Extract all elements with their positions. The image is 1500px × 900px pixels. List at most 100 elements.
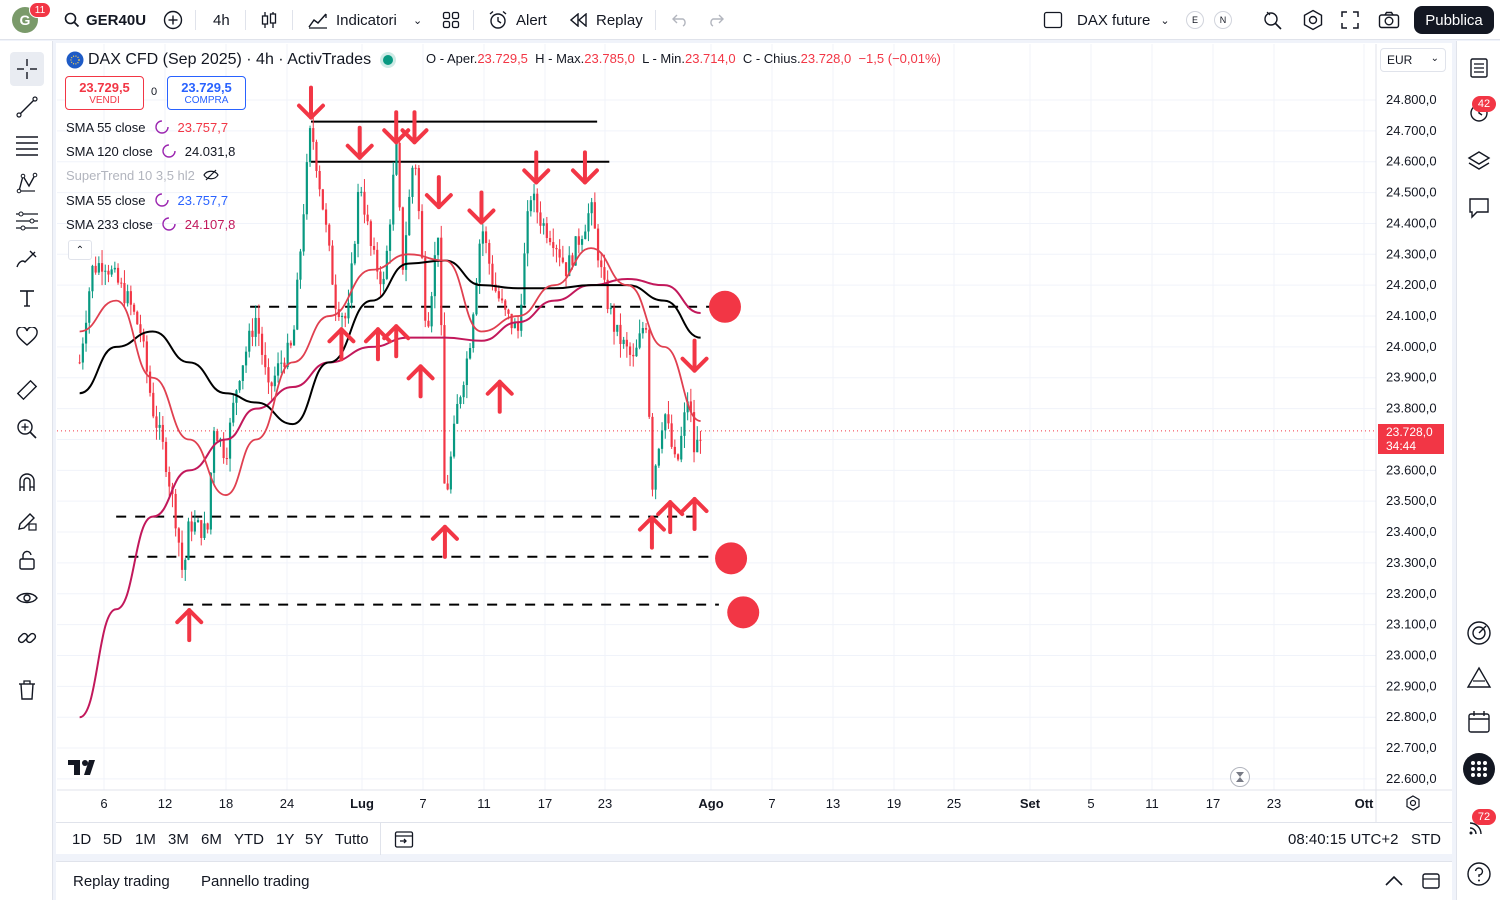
candle-body bbox=[686, 401, 689, 413]
tab-trading-panel[interactable]: Pannello trading bbox=[201, 873, 310, 890]
chats-button[interactable] bbox=[1462, 191, 1496, 225]
fullscreen-button[interactable] bbox=[1341, 0, 1359, 40]
compare-symbol-button[interactable] bbox=[163, 0, 183, 40]
fib-tool[interactable] bbox=[10, 128, 44, 162]
prediction-tool[interactable] bbox=[10, 204, 44, 238]
candle-body bbox=[94, 265, 97, 273]
range-1y[interactable]: 1Y bbox=[276, 831, 295, 848]
layouts-button[interactable] bbox=[442, 0, 460, 40]
indicators-button[interactable]: Indicatori bbox=[308, 0, 397, 40]
crosshair-tool[interactable] bbox=[10, 52, 44, 86]
brush-tool[interactable] bbox=[10, 242, 44, 276]
arrow-head bbox=[637, 515, 666, 532]
candle-body bbox=[196, 520, 200, 523]
calendar-icon bbox=[1468, 711, 1490, 733]
pine-editor-button[interactable] bbox=[1462, 616, 1496, 650]
redo-button[interactable] bbox=[708, 0, 726, 40]
layout-selector[interactable]: DAX future ⌄ bbox=[1043, 0, 1170, 40]
axis-settings-button[interactable] bbox=[1405, 795, 1421, 816]
tradingview-logo[interactable] bbox=[68, 758, 100, 782]
text-tool[interactable] bbox=[10, 281, 44, 315]
indicator-legend-row[interactable]: SMA 120 close 24.031,8 bbox=[66, 141, 235, 161]
indicator-legend-row[interactable]: SuperTrend 10 3,5 hl2 bbox=[66, 165, 227, 185]
high-label: H - Max. bbox=[535, 51, 585, 66]
maximize-panel-button[interactable] bbox=[1421, 871, 1441, 896]
trendline-tool[interactable] bbox=[10, 90, 44, 124]
currency-label: EUR bbox=[1387, 53, 1413, 67]
sell-button[interactable]: 23.729,5 VENDI bbox=[65, 76, 144, 110]
range-all[interactable]: Tutto bbox=[335, 831, 369, 848]
symbol-label: GER40U bbox=[86, 11, 147, 29]
publish-button[interactable]: Pubblica bbox=[1414, 6, 1494, 34]
range-ytd[interactable]: YTD bbox=[234, 831, 264, 848]
window-icon bbox=[1422, 873, 1440, 889]
indicator-name: SMA 55 close bbox=[66, 192, 146, 208]
favorites-tool[interactable] bbox=[10, 320, 44, 354]
goto-date-button[interactable] bbox=[394, 829, 414, 854]
range-5d[interactable]: 5D bbox=[103, 831, 123, 848]
candle-body bbox=[609, 307, 612, 310]
layout-pill-n[interactable]: N bbox=[1214, 11, 1232, 29]
indicator-legend-row[interactable]: SMA 233 close 24.107,8 bbox=[66, 214, 235, 234]
range-6m[interactable]: 6M bbox=[201, 831, 222, 848]
calendar-goto-icon bbox=[394, 831, 414, 848]
interval-button[interactable]: 4h bbox=[213, 0, 230, 40]
collapse-legend-button[interactable]: ⌃ bbox=[68, 240, 92, 260]
expand-panel-button[interactable] bbox=[1384, 872, 1404, 895]
measure-tool[interactable] bbox=[10, 373, 44, 407]
zoom-tool[interactable] bbox=[10, 412, 44, 446]
help-button[interactable] bbox=[1462, 857, 1496, 891]
symbol-search-button[interactable]: GER40U bbox=[64, 0, 146, 40]
lock-drawings-tool[interactable] bbox=[10, 543, 44, 577]
chart-type-button[interactable] bbox=[260, 0, 278, 40]
magnet-tool[interactable] bbox=[10, 465, 44, 499]
candle-body bbox=[408, 196, 411, 236]
candle-body bbox=[225, 458, 228, 460]
apps-button[interactable] bbox=[1462, 752, 1496, 786]
object-tree-button[interactable] bbox=[1462, 144, 1496, 178]
hide-drawings-tool[interactable] bbox=[10, 582, 44, 616]
replay-button[interactable]: Replay bbox=[570, 0, 643, 40]
quick-search-button[interactable] bbox=[1263, 0, 1283, 40]
candle-body bbox=[292, 329, 296, 346]
delete-drawings-tool[interactable] bbox=[10, 673, 44, 707]
candle-body bbox=[142, 333, 145, 342]
time-axis-label: Lug bbox=[350, 796, 374, 811]
stay-in-drawing-tool[interactable] bbox=[10, 504, 44, 538]
range-5y[interactable]: 5Y bbox=[305, 831, 324, 848]
currency-selector[interactable]: EUR ⌄ bbox=[1380, 48, 1446, 72]
notifications-button[interactable] bbox=[1462, 808, 1496, 842]
undo-icon bbox=[672, 14, 686, 27]
time-axis-label: 11 bbox=[1145, 796, 1159, 811]
watchlist-button[interactable] bbox=[1462, 51, 1496, 85]
settings-button[interactable] bbox=[1302, 0, 1324, 40]
ideas-button[interactable] bbox=[1462, 661, 1496, 695]
resistance-arrow-marker bbox=[570, 150, 599, 185]
candle-body bbox=[283, 362, 286, 368]
chart-legend-title[interactable]: DAX CFD (Sep 2025) · 4h · ActivTrades bbox=[66, 50, 394, 70]
buy-button[interactable]: 23.729,5 COMPRA bbox=[167, 76, 246, 110]
sync-drawings-tool[interactable] bbox=[10, 621, 44, 655]
avatar-letter: G bbox=[19, 12, 31, 28]
resistance-arrow-marker bbox=[296, 85, 325, 120]
timezone-button[interactable] bbox=[1230, 767, 1250, 787]
session-type[interactable]: STD bbox=[1411, 831, 1441, 848]
snapshot-button[interactable] bbox=[1378, 0, 1400, 40]
indicator-legend-row[interactable]: SMA 55 close 23.757,7 bbox=[66, 117, 228, 137]
clock-timezone[interactable]: 08:40:15 UTC+2 bbox=[1288, 831, 1399, 848]
calendar-button[interactable] bbox=[1462, 705, 1496, 739]
tab-replay-trading[interactable]: Replay trading bbox=[73, 873, 170, 890]
range-3m[interactable]: 3M bbox=[168, 831, 189, 848]
layout-pill-e[interactable]: E bbox=[1186, 11, 1204, 29]
candle-body bbox=[324, 209, 328, 225]
price-axis-label: 24.400,0 bbox=[1386, 215, 1437, 230]
indicators-templates-dropdown[interactable]: ⌄ bbox=[413, 0, 422, 40]
pattern-tool[interactable] bbox=[10, 166, 44, 200]
range-1m[interactable]: 1M bbox=[135, 831, 156, 848]
undo-button[interactable] bbox=[670, 0, 688, 40]
alert-button[interactable]: Alert bbox=[488, 0, 547, 40]
indicator-legend-row[interactable]: SMA 55 close 23.757,7 bbox=[66, 190, 228, 210]
candle-body bbox=[449, 456, 452, 490]
range-1d[interactable]: 1D bbox=[72, 831, 92, 848]
